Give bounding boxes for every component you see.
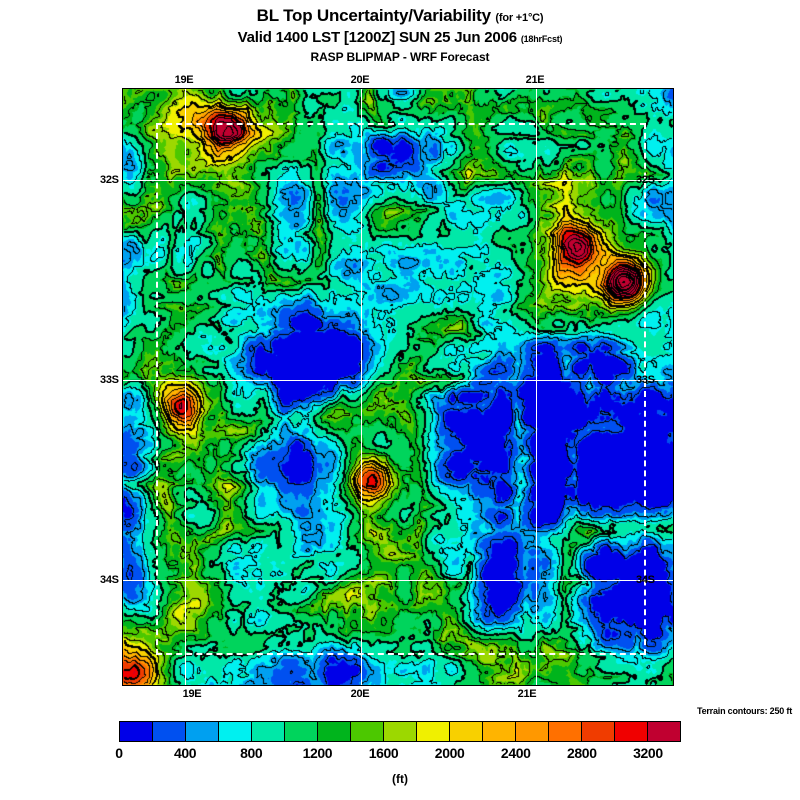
colorbar-tick-1600: 1600 — [368, 745, 399, 761]
axis-label-left-33s: 33S — [100, 374, 119, 386]
colorbar-tick-1200: 1200 — [302, 745, 333, 761]
colorbar-segment-7 — [351, 722, 384, 741]
colorbar-tick-400: 400 — [174, 745, 197, 761]
page-title: BL Top Uncertainty/Variability (for +1°C… — [0, 6, 800, 28]
colorbar-tick-2400: 2400 — [500, 745, 531, 761]
graticule-line-lat-33s — [123, 380, 673, 381]
colorbar-segment-16 — [648, 722, 680, 741]
graticule-line-lon-20e — [361, 89, 362, 685]
axis-label-bottom-21e: 21E — [517, 688, 537, 700]
colorbar-segment-5 — [285, 722, 318, 741]
graticule-line-lat-34s — [123, 580, 673, 581]
colorbar-tick-3200: 3200 — [633, 745, 663, 761]
colorbar-tick-2800: 2800 — [567, 745, 597, 761]
colorbar-segments — [119, 721, 681, 742]
sector-boundary-box — [156, 123, 646, 655]
axis-label-bottom-20e: 20E — [350, 688, 370, 700]
colorbar[interactable] — [119, 721, 681, 742]
colorbar-segment-1 — [153, 722, 186, 741]
colorbar-segment-12 — [516, 722, 549, 741]
colorbar-units-label: (ft) — [392, 772, 408, 786]
axis-label-top-21e: 21E — [525, 74, 545, 86]
terrain-contour-note: Terrain contours: 250 ft — [696, 706, 792, 716]
colorbar-tick-labels: 0 400 800 1200 1600 2000 2400 2800 3200 — [115, 745, 681, 763]
colorbar-segment-15 — [615, 722, 648, 741]
colorbar-tick-0: 0 — [115, 745, 123, 761]
colorbar-segment-3 — [219, 722, 252, 741]
page-title-suffix: (for +1°C) — [495, 12, 544, 24]
valid-time-line: Valid 1400 LST [1200Z] SUN 25 Jun 2006 (… — [0, 28, 800, 49]
axis-label-left-34s: 34S — [100, 574, 119, 586]
graticule-line-lon-21e — [536, 89, 537, 685]
axis-label-left-32s: 32S — [100, 174, 119, 186]
axis-label-right-34s: 34S — [636, 574, 655, 586]
colorbar-tick-2000: 2000 — [434, 745, 465, 761]
colorbar-segment-11 — [483, 722, 516, 741]
axis-label-bottom-19e: 19E — [182, 688, 202, 700]
valid-time-text: Valid 1400 LST [1200Z] SUN 25 Jun 2006 — [237, 29, 517, 46]
graticule-line-lat-32s — [123, 180, 673, 181]
colorbar-segment-6 — [318, 722, 351, 741]
colorbar-segment-4 — [252, 722, 285, 741]
colorbar-segment-9 — [417, 722, 450, 741]
colorbar-segment-10 — [450, 722, 483, 741]
page-title-main: BL Top Uncertainty/Variability — [256, 6, 491, 25]
axis-label-right-33s: 33S — [636, 374, 655, 386]
colorbar-segment-0 — [120, 722, 153, 741]
map-raster-layer — [123, 89, 673, 685]
colorbar-segment-2 — [186, 722, 219, 741]
colorbar-tick-800: 800 — [240, 745, 263, 761]
colorbar-segment-13 — [549, 722, 582, 741]
title-block: BL Top Uncertainty/Variability (for +1°C… — [0, 6, 800, 66]
colorbar-segment-14 — [582, 722, 615, 741]
axis-label-top-19e: 19E — [174, 74, 194, 86]
axis-label-top-20e: 20E — [350, 74, 370, 86]
colorbar-segment-8 — [384, 722, 417, 741]
axis-label-right-32s: 32S — [636, 174, 655, 186]
graticule-line-lon-19e — [185, 89, 186, 685]
forecast-map[interactable] — [122, 88, 674, 686]
model-source-line: RASP BLIPMAP - WRF Forecast — [310, 50, 490, 64]
forecast-hour-badge: (18hrFcst) — [520, 34, 563, 44]
